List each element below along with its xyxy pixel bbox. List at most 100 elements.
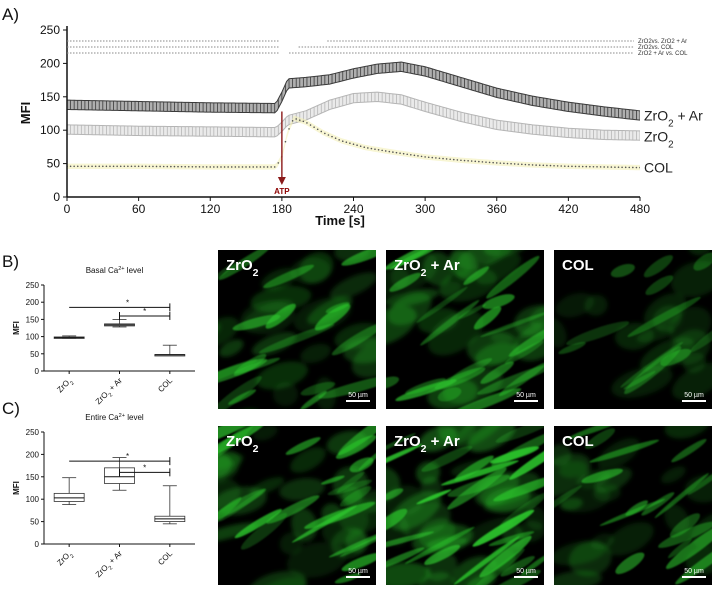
scale-bar xyxy=(514,400,538,402)
micrograph-label: ZrO2 + Ar xyxy=(394,257,460,279)
data-point xyxy=(438,157,441,160)
cell-bodies xyxy=(554,426,712,585)
data-point xyxy=(209,166,212,168)
cell-body xyxy=(444,388,522,409)
cell-body xyxy=(641,492,675,516)
data-point xyxy=(610,166,613,168)
y-tick-label: 200 xyxy=(26,450,40,459)
data-point xyxy=(87,165,90,168)
series-0 xyxy=(67,61,640,121)
cell-glow xyxy=(687,250,712,256)
cell-glow xyxy=(684,474,712,503)
scale-bar-label: 50 µm xyxy=(348,568,368,575)
scale-bar-label: 50 µm xyxy=(516,568,536,575)
data-point xyxy=(503,162,505,165)
scale-bar xyxy=(346,400,370,402)
series-label-0: ZrO2 + Ar xyxy=(644,108,703,130)
data-point xyxy=(492,161,494,164)
data-point xyxy=(596,166,598,168)
scale-bar-label: 50 µm xyxy=(516,392,536,399)
data-point xyxy=(309,124,312,126)
timecourse-plot-area xyxy=(67,61,640,171)
cell-glow xyxy=(439,281,461,296)
cell-body xyxy=(645,275,674,296)
cell-glow xyxy=(467,426,516,453)
x-tick-label: COL xyxy=(156,549,174,567)
data-point xyxy=(402,152,405,155)
panel-label-c: C) xyxy=(2,399,20,418)
box-1: ZrO2 + Ar xyxy=(94,318,135,406)
data-point xyxy=(399,152,401,154)
x-tick-label: COL xyxy=(156,376,174,394)
cell-glow xyxy=(351,337,376,378)
data-point xyxy=(585,165,588,168)
scale-bar-label: 50 µm xyxy=(684,568,704,575)
cell-body xyxy=(386,531,434,554)
y-tick-label: 150 xyxy=(26,315,40,324)
cell-body xyxy=(441,460,519,486)
sig-legend-label: ZrO2vs. COL xyxy=(638,45,674,51)
data-point xyxy=(445,158,448,160)
error-lower xyxy=(67,70,640,121)
data-point xyxy=(130,165,133,168)
cell-body xyxy=(675,536,712,585)
y-tick-label: 250 xyxy=(26,428,40,437)
data-point xyxy=(567,165,570,168)
data-point xyxy=(621,166,623,169)
cell-body xyxy=(450,358,493,381)
cell-body xyxy=(421,445,473,472)
data-point xyxy=(338,139,340,141)
cell-layer xyxy=(218,250,376,409)
cell-body xyxy=(473,306,502,330)
micrograph-label: ZrO2 + Ar xyxy=(394,433,460,455)
cell-body xyxy=(339,486,372,507)
box-0: ZrO2 xyxy=(53,335,85,394)
data-point xyxy=(435,157,437,159)
x-tick-label: 240 xyxy=(343,202,363,216)
cell-glow xyxy=(329,272,376,300)
data-point xyxy=(213,166,215,168)
data-point xyxy=(370,147,373,150)
cell-body xyxy=(693,252,712,271)
y-tick-label: 100 xyxy=(26,495,40,504)
data-point xyxy=(460,159,462,162)
scale-bar-label: 50 µm xyxy=(684,392,704,399)
data-point xyxy=(413,154,416,157)
cell-body xyxy=(466,548,525,585)
data-point xyxy=(549,164,552,167)
cell-body xyxy=(314,304,351,331)
data-point xyxy=(273,166,276,168)
data-point xyxy=(574,165,577,168)
cell-body xyxy=(218,358,268,388)
data-point xyxy=(452,158,455,161)
cell-body xyxy=(300,381,336,396)
box-2: COL xyxy=(154,344,186,394)
data-point xyxy=(302,120,305,123)
data-point xyxy=(449,158,451,161)
box-1: ZrO2 + Ar xyxy=(94,457,135,579)
cell-body xyxy=(658,521,712,548)
data-point xyxy=(141,165,144,168)
panel-label-a: A) xyxy=(2,5,19,24)
data-point xyxy=(635,166,638,169)
data-point xyxy=(98,165,101,168)
cell-glow xyxy=(418,426,458,452)
cell-glow xyxy=(460,516,514,545)
data-point xyxy=(227,166,229,168)
cell-body xyxy=(232,314,281,331)
x-tick-label: 0 xyxy=(64,202,71,216)
cell-glow xyxy=(483,493,542,512)
data-point xyxy=(356,144,358,147)
data-point xyxy=(456,159,459,161)
cell-body xyxy=(404,526,475,564)
cell-body xyxy=(654,473,709,519)
y-tick-label: 0 xyxy=(35,540,40,549)
data-point xyxy=(298,119,301,121)
cell-body xyxy=(498,362,544,397)
cell-layer xyxy=(386,250,544,409)
cell-body xyxy=(424,544,461,565)
y-axis-title: MFI xyxy=(18,102,33,124)
series-2 xyxy=(67,115,640,171)
data-point xyxy=(238,166,240,168)
cell-body xyxy=(447,467,507,510)
